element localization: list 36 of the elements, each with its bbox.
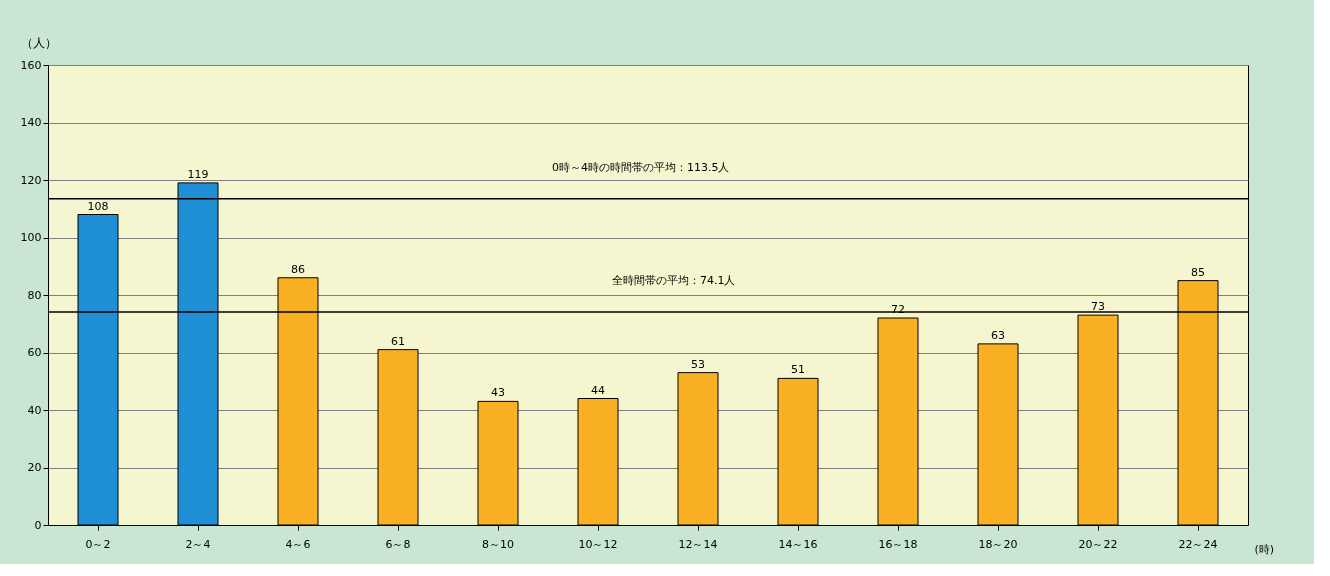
data-label: 51 bbox=[791, 363, 805, 377]
data-label: 73 bbox=[1091, 300, 1105, 314]
y-tick-label: 100 bbox=[20, 231, 42, 244]
x-tick-label: 12～14 bbox=[678, 537, 718, 551]
x-axis-title: (時) bbox=[1254, 542, 1275, 556]
x-tick-label: 20～22 bbox=[1078, 537, 1118, 551]
data-label: 108 bbox=[87, 199, 109, 213]
x-tick-label: 0～2 bbox=[85, 537, 111, 551]
ref-line-label: 全時間帯の平均：74.1人 bbox=[612, 273, 736, 287]
y-axis-title: （人） bbox=[20, 35, 57, 50]
x-tick-label: 14～16 bbox=[778, 537, 818, 551]
y-tick-label: 160 bbox=[20, 58, 42, 72]
data-label: 61 bbox=[391, 334, 405, 348]
ref-line-label: 0時～4時の時間帯の平均：113.5人 bbox=[552, 160, 730, 174]
x-tick-label: 8～10 bbox=[482, 537, 514, 551]
y-tick-label: 40 bbox=[27, 403, 42, 417]
x-tick-label: 6～8 bbox=[385, 537, 411, 551]
data-label: 119 bbox=[187, 167, 209, 181]
data-label: 86 bbox=[291, 262, 305, 276]
x-tick-label: 22～24 bbox=[1178, 537, 1218, 551]
x-tick-label: 2～4 bbox=[185, 537, 211, 551]
x-tick-label: 18～20 bbox=[978, 537, 1018, 551]
y-tick-label: 140 bbox=[20, 116, 42, 129]
data-label: 43 bbox=[491, 386, 505, 400]
data-label: 85 bbox=[1191, 265, 1205, 279]
x-tick-label: 16～18 bbox=[878, 537, 918, 551]
y-tick-label: 80 bbox=[27, 288, 42, 302]
x-tick-label: 4～6 bbox=[285, 537, 311, 551]
data-label: 53 bbox=[691, 357, 705, 371]
data-label: 63 bbox=[991, 328, 1005, 342]
x-tick-label: 10～12 bbox=[578, 537, 618, 551]
y-tick-label: 120 bbox=[20, 173, 42, 187]
y-tick-label: 0 bbox=[34, 518, 42, 532]
data-label: 44 bbox=[591, 383, 605, 397]
y-tick-label: 20 bbox=[27, 461, 42, 474]
y-tick-label: 60 bbox=[27, 346, 42, 359]
